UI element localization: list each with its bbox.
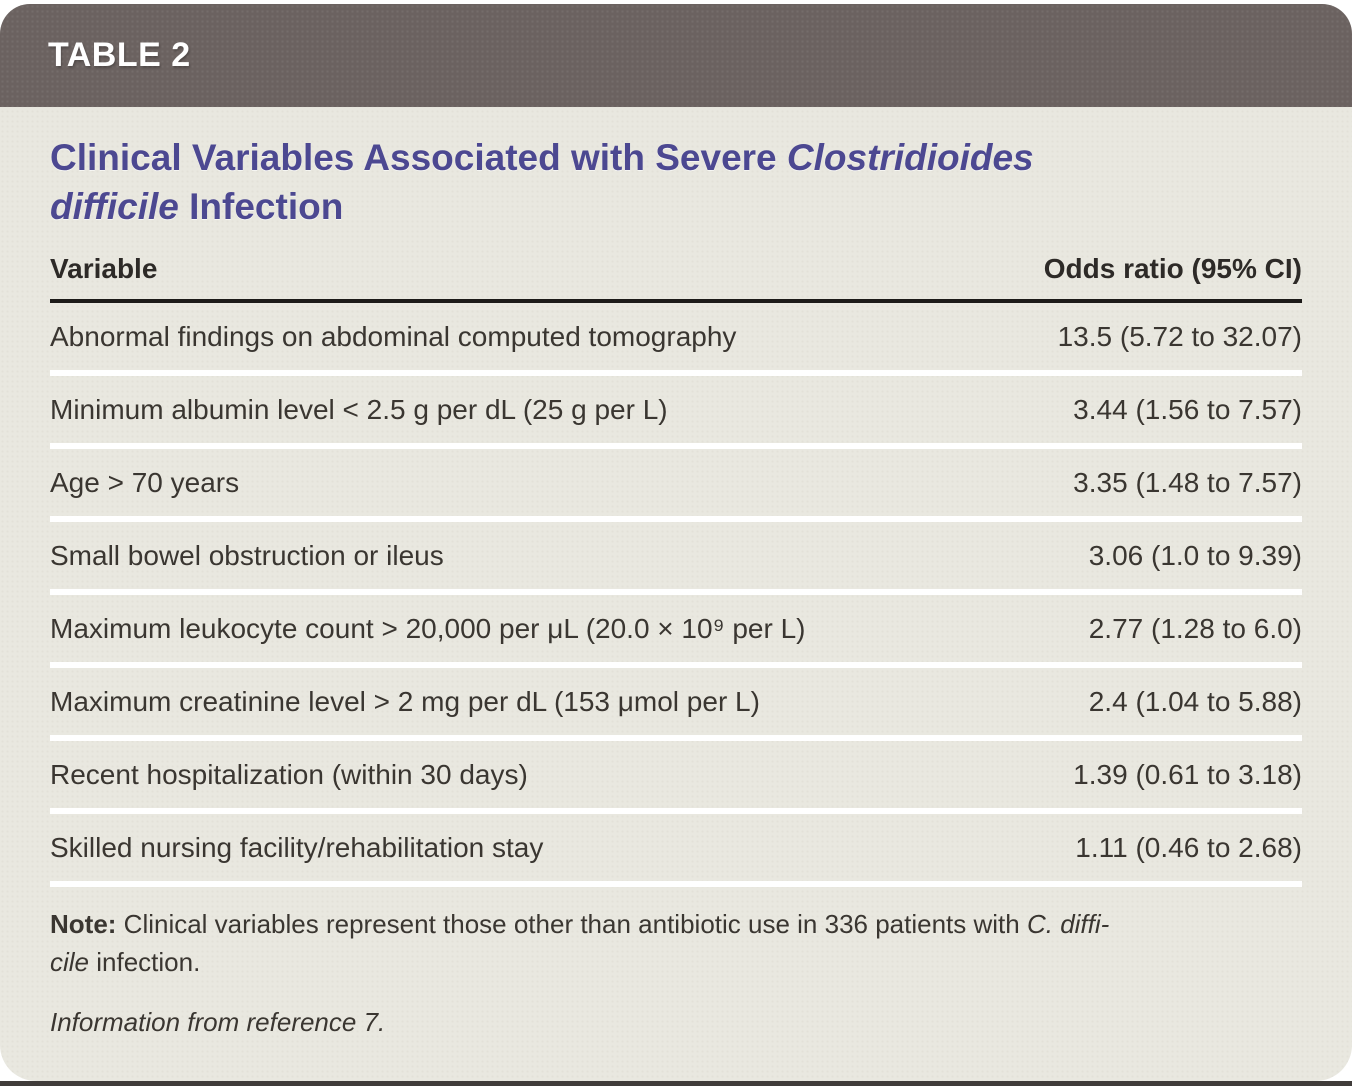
row-variable: Age > 70 years: [50, 466, 240, 498]
column-header-row: Variable Odds ratio (95% CI): [50, 253, 1302, 303]
row-variable: Abnormal findings on abdominal computed …: [50, 320, 737, 352]
title-text-part2: Infection: [178, 186, 344, 227]
row-odds-ratio: 3.06 (1.0 to 9.39): [1088, 539, 1302, 571]
note-body-text: Clinical variables represent those other…: [116, 909, 1027, 939]
table-number-label: TABLE 2: [48, 36, 191, 74]
note-species-continuation: cile: [50, 947, 90, 977]
table-row: Abnormal findings on abdominal computed …: [50, 303, 1302, 376]
table-row: Maximum leukocyte count > 20,000 per μL …: [50, 595, 1302, 668]
row-odds-ratio: 1.11 (0.46 to 2.68): [1075, 831, 1302, 863]
table-row: Minimum albumin level < 2.5 g per dL (25…: [50, 376, 1302, 449]
row-odds-ratio: 3.44 (1.56 to 7.57): [1073, 393, 1302, 425]
table-row: Age > 70 years 3.35 (1.48 to 7.57): [50, 449, 1302, 522]
table-row: Skilled nursing facility/rehabilitation …: [50, 814, 1302, 887]
row-variable: Maximum creatinine level > 2 mg per dL (…: [50, 685, 760, 717]
source-attribution: Information from reference 7.: [50, 1007, 386, 1037]
table-body: Clinical Variables Associated with Sever…: [0, 107, 1352, 1038]
title-species-genus: Clostridioides: [786, 137, 1034, 178]
table-card: TABLE 2 Clinical Variables Associated wi…: [0, 4, 1352, 1081]
title-text-part1: Clinical Variables Associated with Sever…: [50, 137, 787, 178]
table-header-bar: TABLE 2: [0, 4, 1352, 107]
column-header-variable: Variable: [50, 253, 158, 284]
table-row: Maximum creatinine level > 2 mg per dL (…: [50, 668, 1302, 741]
note-label: Note:: [50, 909, 117, 939]
table-row: Small bowel obstruction or ileus 3.06 (1…: [50, 522, 1302, 595]
row-variable: Skilled nursing facility/rehabilitation …: [50, 831, 544, 863]
title-species-epithet: difficile: [50, 186, 179, 227]
note-tail-text: infection.: [89, 947, 201, 977]
table-note: Note: Clinical variables represent those…: [50, 905, 1302, 981]
row-variable: Minimum albumin level < 2.5 g per dL (25…: [50, 393, 668, 425]
column-header-odds-ratio: Odds ratio (95% CI): [1043, 253, 1302, 284]
row-odds-ratio: 1.39 (0.61 to 3.18): [1073, 758, 1302, 790]
row-variable: Recent hospitalization (within 30 days): [50, 758, 528, 790]
row-variable: Maximum leukocyte count > 20,000 per μL …: [50, 612, 806, 644]
page-bottom-edge: [0, 1081, 1352, 1086]
table-row: Recent hospitalization (within 30 days) …: [50, 741, 1302, 814]
row-odds-ratio: 3.35 (1.48 to 7.57): [1073, 466, 1302, 498]
note-species-hyphenated: C. diffi-: [1026, 909, 1110, 939]
row-odds-ratio: 2.77 (1.28 to 6.0): [1088, 612, 1302, 644]
table-title: Clinical Variables Associated with Sever…: [50, 133, 1302, 231]
row-odds-ratio: 13.5 (5.72 to 32.07): [1057, 320, 1302, 352]
row-variable: Small bowel obstruction or ileus: [50, 539, 444, 571]
row-odds-ratio: 2.4 (1.04 to 5.88): [1088, 685, 1302, 717]
